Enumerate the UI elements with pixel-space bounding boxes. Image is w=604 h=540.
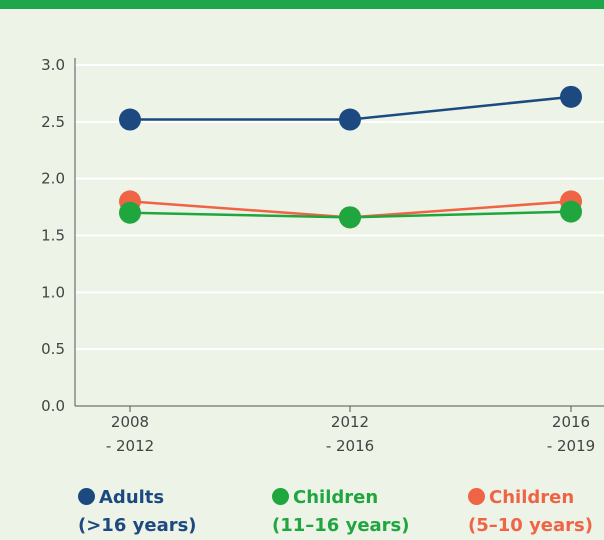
y-tick-label: 1.0 bbox=[41, 283, 65, 301]
legend: Adults (>16 years) Children (11–16 years… bbox=[0, 484, 604, 540]
x-tick-label: - 2012 bbox=[106, 437, 154, 455]
x-tick-label: 2016 bbox=[552, 413, 590, 431]
y-tick-label: 2.5 bbox=[41, 113, 65, 131]
header-accent-bar bbox=[0, 0, 604, 9]
gridlines bbox=[75, 64, 604, 407]
data-point bbox=[560, 85, 582, 108]
x-tick-label: 2008 bbox=[111, 413, 149, 431]
y-tick-label: 1.5 bbox=[41, 227, 65, 245]
x-tick-label: - 2019 bbox=[547, 437, 595, 455]
x-tick-label: 2012 bbox=[331, 413, 369, 431]
legend-item-children-5-10: Children (5–10 years) bbox=[468, 484, 593, 540]
x-tick-labels: 2008 - 2012 2012 - 2016 2016 - 2019 bbox=[106, 406, 595, 455]
legend-marker-adults bbox=[78, 488, 95, 505]
data-point bbox=[560, 200, 582, 223]
y-tick-label: 3.0 bbox=[41, 56, 65, 74]
legend-marker-children-11-16 bbox=[272, 488, 289, 505]
data-point bbox=[339, 108, 361, 131]
legend-sublabel-children-5-10: (5–10 years) bbox=[468, 515, 593, 536]
y-tick-labels: 0.0 0.5 1.0 1.5 2.0 2.5 3.0 bbox=[41, 56, 65, 415]
y-tick-label: 2.0 bbox=[41, 170, 65, 188]
y-tick-label: 0.0 bbox=[41, 397, 65, 415]
line-chart: 0.0 0.5 1.0 1.5 2.0 2.5 3.0 2008 - 2012 2012 - 20… bbox=[41, 56, 604, 455]
y-tick-label: 0.5 bbox=[41, 340, 65, 358]
legend-item-children-11-16: Children (11–16 years) bbox=[272, 484, 410, 540]
series-points bbox=[119, 85, 582, 229]
data-point bbox=[119, 108, 141, 131]
legend-sublabel-children-11-16: (11–16 years) bbox=[272, 515, 410, 536]
legend-label-children-5-10: Children bbox=[489, 487, 575, 508]
legend-label-adults: Adults bbox=[99, 487, 165, 508]
legend-item-adults: Adults (>16 years) bbox=[78, 484, 197, 540]
legend-label-children-11-16: Children bbox=[293, 487, 379, 508]
legend-sublabel-adults: (>16 years) bbox=[78, 515, 197, 536]
data-point bbox=[119, 201, 141, 224]
legend-marker-children-5-10 bbox=[468, 488, 485, 505]
data-point bbox=[339, 206, 361, 229]
x-tick-label: - 2016 bbox=[326, 437, 374, 455]
